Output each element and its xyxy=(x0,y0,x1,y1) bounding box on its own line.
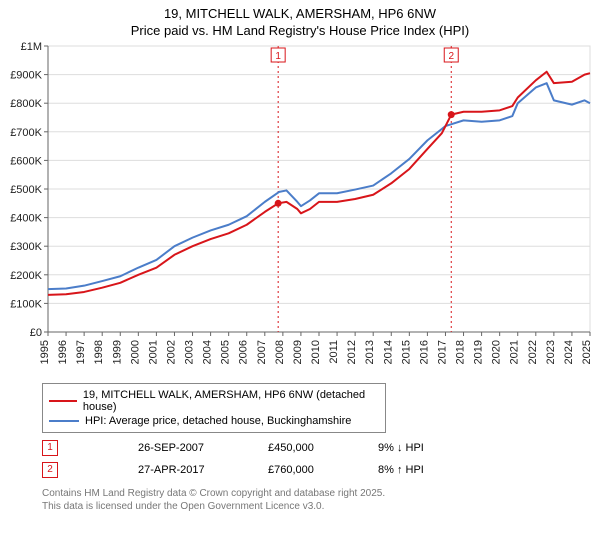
sale-price: £760,000 xyxy=(268,464,348,476)
svg-text:1997: 1997 xyxy=(75,340,87,364)
svg-text:1998: 1998 xyxy=(93,340,105,364)
title-main: 19, MITCHELL WALK, AMERSHAM, HP6 6NW xyxy=(0,0,600,21)
svg-text:£900K: £900K xyxy=(10,70,42,82)
svg-text:£600K: £600K xyxy=(10,155,42,167)
svg-text:2013: 2013 xyxy=(364,340,376,364)
legend-item: HPI: Average price, detached house, Buck… xyxy=(49,414,379,428)
svg-text:2015: 2015 xyxy=(400,340,412,364)
svg-text:£500K: £500K xyxy=(10,184,42,196)
svg-text:1995: 1995 xyxy=(39,340,51,364)
svg-text:2003: 2003 xyxy=(184,340,196,364)
legend-item: 19, MITCHELL WALK, AMERSHAM, HP6 6NW (de… xyxy=(49,388,379,414)
svg-text:2020: 2020 xyxy=(491,340,503,364)
sale-price: £450,000 xyxy=(268,442,348,454)
svg-text:2021: 2021 xyxy=(509,340,521,364)
chart-container: { "title_main": "19, MITCHELL WALK, AMER… xyxy=(0,0,600,560)
svg-text:1996: 1996 xyxy=(57,340,69,364)
svg-text:2005: 2005 xyxy=(220,340,232,364)
svg-text:2025: 2025 xyxy=(581,340,593,364)
legend-swatch xyxy=(49,420,79,422)
sale-date: 27-APR-2017 xyxy=(138,464,238,476)
legend-box: 19, MITCHELL WALK, AMERSHAM, HP6 6NW (de… xyxy=(42,383,386,433)
svg-text:2012: 2012 xyxy=(346,340,358,364)
sales-table: 1 26-SEP-2007 £450,000 9% ↓ HPI 2 27-APR… xyxy=(42,437,590,481)
svg-text:2014: 2014 xyxy=(382,340,394,364)
svg-text:2024: 2024 xyxy=(563,340,575,364)
marker-badge: 2 xyxy=(42,462,58,478)
svg-text:£0: £0 xyxy=(30,327,42,339)
marker-badge: 1 xyxy=(42,440,58,456)
sale-date: 26-SEP-2007 xyxy=(138,442,238,454)
svg-text:2011: 2011 xyxy=(328,340,340,364)
svg-text:1999: 1999 xyxy=(111,340,123,364)
svg-text:2018: 2018 xyxy=(455,340,467,364)
chart-area: £0 £100K £200K £300K £400K £500K £600K £700K £80… xyxy=(0,42,600,377)
svg-text:£700K: £700K xyxy=(10,127,42,139)
legend-swatch xyxy=(49,400,77,402)
svg-text:2004: 2004 xyxy=(202,340,214,364)
line-chart-svg: £0 £100K £200K £300K £400K £500K £600K £700K £80… xyxy=(0,42,600,372)
svg-text:2016: 2016 xyxy=(418,340,430,364)
svg-text:2022: 2022 xyxy=(527,340,539,364)
svg-text:£300K: £300K xyxy=(10,241,42,253)
legend-label: HPI: Average price, detached house, Buck… xyxy=(85,415,351,427)
svg-text:2017: 2017 xyxy=(436,340,448,364)
legend-label: 19, MITCHELL WALK, AMERSHAM, HP6 6NW (de… xyxy=(83,389,379,413)
svg-text:2008: 2008 xyxy=(274,340,286,364)
svg-text:2010: 2010 xyxy=(310,340,322,364)
svg-text:£100K: £100K xyxy=(10,298,42,310)
svg-text:2002: 2002 xyxy=(165,340,177,364)
svg-text:£400K: £400K xyxy=(10,213,42,225)
svg-text:£200K: £200K xyxy=(10,270,42,282)
svg-text:2001: 2001 xyxy=(147,340,159,364)
svg-text:2006: 2006 xyxy=(238,340,250,364)
sale-pct: 8% ↑ HPI xyxy=(378,464,458,476)
svg-text:2007: 2007 xyxy=(256,340,268,364)
footer: Contains HM Land Registry data © Crown c… xyxy=(42,487,590,513)
svg-text:2023: 2023 xyxy=(545,340,557,364)
svg-text:£800K: £800K xyxy=(10,98,42,110)
svg-text:2009: 2009 xyxy=(292,340,304,364)
svg-text:£1M: £1M xyxy=(21,42,42,53)
svg-text:2: 2 xyxy=(448,51,454,62)
table-row: 1 26-SEP-2007 £450,000 9% ↓ HPI xyxy=(42,437,590,459)
sale-pct: 9% ↓ HPI xyxy=(378,442,458,454)
table-row: 2 27-APR-2017 £760,000 8% ↑ HPI xyxy=(42,459,590,481)
svg-text:2019: 2019 xyxy=(473,340,485,364)
svg-text:1: 1 xyxy=(275,51,281,62)
svg-text:2000: 2000 xyxy=(129,340,141,364)
footer-line: Contains HM Land Registry data © Crown c… xyxy=(42,487,590,500)
title-sub: Price paid vs. HM Land Registry's House … xyxy=(0,21,600,42)
footer-line: This data is licensed under the Open Gov… xyxy=(42,500,590,513)
